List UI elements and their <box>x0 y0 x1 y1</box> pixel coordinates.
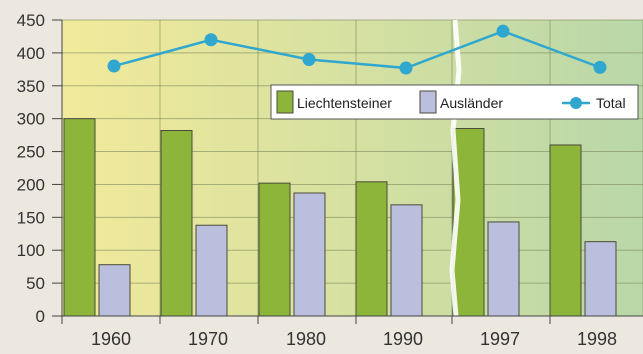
bar-Liechtensteiner-1998 <box>549 144 582 317</box>
y-tick-label-200: 200 <box>17 175 45 194</box>
y-tick-label-350: 350 <box>17 77 45 96</box>
y-tick-label-250: 250 <box>17 143 45 162</box>
bar-Ausländer-1970 <box>195 224 228 317</box>
point-total-1998 <box>593 60 607 74</box>
x-tick-label-1990: 1990 <box>383 329 423 349</box>
bar-Ausländer-1960 <box>98 264 131 317</box>
x-tick-label-1980: 1980 <box>286 329 326 349</box>
bars <box>63 118 617 317</box>
line-total <box>113 29 601 70</box>
legend-swatch-liechtensteiner <box>276 90 294 114</box>
axis-break <box>449 19 462 317</box>
legend-marker-total <box>570 97 582 109</box>
y-axis-ticks: 0 50 100 150 200 250 300 350 400 450 <box>17 11 63 326</box>
y-tick-label-100: 100 <box>17 241 45 260</box>
point-total-1997 <box>496 24 510 38</box>
bar-Ausländer-1997 <box>487 221 520 317</box>
y-tick-label-400: 400 <box>17 44 45 63</box>
total-line <box>107 24 607 75</box>
bar-Ausländer-1990 <box>390 204 423 317</box>
y-tick-label-150: 150 <box>17 208 45 227</box>
bar-Ausländer-1980 <box>293 192 326 317</box>
y-tick-label-0: 0 <box>36 307 45 326</box>
x-tick-label-1970: 1970 <box>188 329 228 349</box>
bar-Liechtensteiner-1960 <box>63 118 96 317</box>
y-tick-label-300: 300 <box>17 110 45 129</box>
x-tick-label-1998: 1998 <box>577 329 617 349</box>
bar-Liechtensteiner-1980 <box>258 182 291 317</box>
bar-Liechtensteiner-1990 <box>355 181 388 317</box>
legend-label-total: Total <box>596 95 626 111</box>
point-total-1990 <box>399 61 413 75</box>
point-total-1960 <box>107 59 121 73</box>
legend-label-liechtensteiner: Liechtensteiner <box>297 95 392 111</box>
legend-swatch-auslaender <box>419 90 437 114</box>
bar-Liechtensteiner-1970 <box>160 130 193 317</box>
bar-Ausländer-1998 <box>584 241 617 317</box>
y-tick-label-450: 450 <box>17 11 45 30</box>
point-total-1980 <box>302 52 316 66</box>
x-tick-label-1997: 1997 <box>480 329 520 349</box>
legend: Liechtensteiner Ausländer Total <box>270 84 639 120</box>
plot-background <box>62 20 643 316</box>
legend-label-auslaender: Ausländer <box>440 95 503 111</box>
x-tick-label-1960: 1960 <box>91 329 131 349</box>
point-total-1970 <box>204 33 218 47</box>
y-tick-label-50: 50 <box>26 274 45 293</box>
axis-break-mark <box>449 19 462 317</box>
x-axis: 1960 1970 1980 1990 1997 1998 <box>61 315 643 349</box>
